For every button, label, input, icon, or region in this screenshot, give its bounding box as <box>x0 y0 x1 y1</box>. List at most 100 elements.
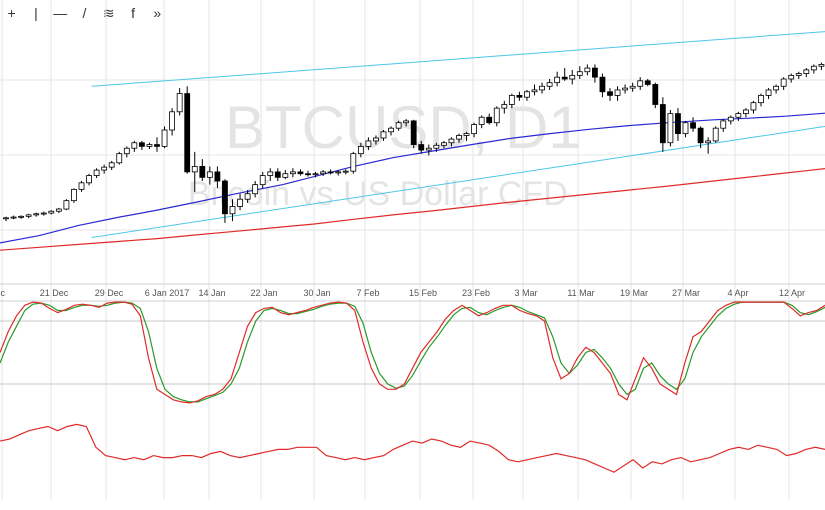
moving-average-slow <box>0 168 825 251</box>
function-tool-button[interactable]: f <box>121 1 144 25</box>
fast-forward-tool-button[interactable]: » <box>146 1 169 25</box>
candle <box>146 142 153 149</box>
candle <box>206 166 213 185</box>
candle-body <box>206 171 213 178</box>
candle <box>803 68 810 78</box>
candle <box>191 151 198 192</box>
x-tick-label: 29 Dec <box>95 288 124 298</box>
x-tick-label: 4 Apr <box>727 288 748 298</box>
candle <box>25 213 32 219</box>
vertical-line-tool-button[interactable]: | <box>24 1 47 25</box>
candle <box>448 137 455 147</box>
x-tick-label: 23 Feb <box>462 288 490 298</box>
x-tick-label: 19 Mar <box>620 288 648 298</box>
candle <box>810 64 817 74</box>
candle <box>425 144 432 156</box>
candle <box>365 137 372 151</box>
x-tick-label: 12 Apr <box>779 288 805 298</box>
crosshair-tool-button[interactable]: + <box>0 1 23 25</box>
candle <box>508 93 515 109</box>
candle-body <box>101 166 108 171</box>
candle <box>576 66 583 79</box>
candle <box>614 86 621 101</box>
candle-body <box>131 142 138 149</box>
candle-body <box>342 170 349 173</box>
candle-body <box>93 169 100 176</box>
candle <box>463 131 470 141</box>
candle-body <box>388 127 394 133</box>
candle <box>373 135 379 145</box>
candle-body <box>289 171 296 175</box>
moving-average-fast <box>0 112 825 244</box>
fibonacci-icon: ≋ <box>102 4 115 21</box>
candle-body <box>712 127 719 142</box>
candle-body <box>335 171 342 174</box>
x-tick-label: 14 Jan <box>198 288 225 298</box>
candle-body <box>810 65 817 71</box>
candle-body <box>48 210 55 214</box>
fibonacci-tool-button[interactable]: ≋ <box>97 1 120 25</box>
candle <box>539 82 545 94</box>
candle <box>690 117 696 132</box>
candle <box>199 159 206 181</box>
candle-body <box>592 67 598 78</box>
candle <box>10 215 17 220</box>
candle <box>335 170 342 176</box>
candle-body <box>727 116 734 122</box>
candle <box>561 68 568 81</box>
x-tick-label: Dec <box>0 288 5 298</box>
candle-body <box>788 74 795 80</box>
candle-body <box>55 208 62 212</box>
candle-body <box>403 120 410 124</box>
candle-body <box>720 120 727 129</box>
candle-body <box>667 113 674 144</box>
candle <box>380 130 387 141</box>
candle <box>720 119 727 132</box>
candle <box>440 140 447 149</box>
crosshair-icon: + <box>7 5 16 21</box>
candle-body <box>71 188 77 202</box>
candle <box>788 73 795 83</box>
x-tick-label: 7 Feb <box>356 288 379 298</box>
candle <box>259 171 266 189</box>
candle <box>388 126 394 136</box>
candle-body <box>524 91 530 98</box>
candle <box>222 179 228 223</box>
candle <box>478 115 485 129</box>
candle-body <box>440 142 447 146</box>
candle-body <box>448 138 455 144</box>
candle <box>289 168 296 178</box>
candle-body <box>161 129 168 147</box>
candle <box>244 190 251 203</box>
candle-body <box>199 166 206 178</box>
candle <box>176 88 183 116</box>
horizontal-line-tool-button[interactable]: — <box>49 1 72 25</box>
horizontal-line-icon: — <box>53 5 68 21</box>
candle <box>795 71 802 79</box>
candle-body <box>705 140 712 144</box>
candles <box>3 62 825 223</box>
candle <box>312 171 319 178</box>
trend-line-tool-button[interactable]: / <box>73 1 96 25</box>
candle-body <box>18 215 25 218</box>
channel-upper-line <box>91 31 825 87</box>
candle <box>607 88 613 101</box>
candle-body <box>191 166 198 173</box>
candle-body <box>25 214 32 217</box>
candle-body <box>410 120 417 145</box>
candle-body <box>765 89 772 96</box>
candle <box>101 164 108 174</box>
candle <box>55 207 62 214</box>
candle <box>599 73 606 98</box>
candle-body <box>539 85 545 91</box>
candle <box>123 146 130 158</box>
candle-body <box>184 93 191 173</box>
candle <box>743 108 749 118</box>
candle <box>237 193 243 211</box>
candle <box>184 86 191 174</box>
candle <box>48 210 55 215</box>
candle-body <box>758 94 764 104</box>
candle <box>63 199 70 211</box>
